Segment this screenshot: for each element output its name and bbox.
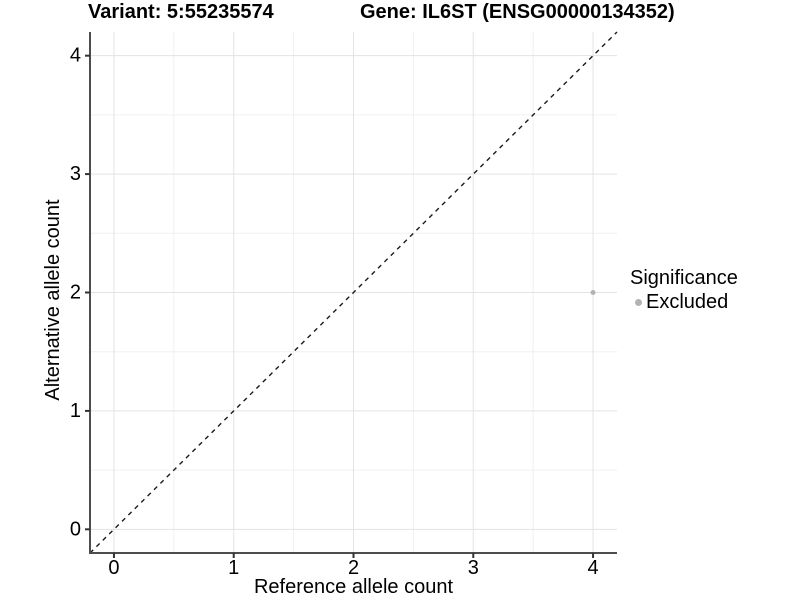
legend-title: Significance [630,267,738,289]
y-axis-label: Alternative allele count [42,199,64,401]
x-tick-label: 1 [228,557,239,579]
legend-item-excluded: Excluded [630,290,738,314]
plot-title-variant: Variant: 5:55235574 [88,1,274,23]
identity-line [89,31,618,554]
legend: Significance Excluded [630,266,738,314]
x-tick-label: 0 [108,557,119,579]
y-tick-label: 2 [70,282,81,304]
excluded-point-icon [635,298,642,306]
y-tick-label: 4 [70,45,81,67]
x-tick-label: 3 [468,557,479,579]
y-tick-label: 0 [70,518,81,540]
data-point [590,290,596,295]
y-tick-label: 3 [70,163,81,185]
x-tick-label: 2 [348,557,359,579]
legend-item-label: Excluded [646,291,729,313]
plot-title-gene: Gene: IL6ST (ENSG00000134352) [360,1,675,23]
x-tick-label: 4 [587,557,598,579]
y-tick-label: 1 [70,400,81,422]
x-axis-label: Reference allele count [253,576,453,598]
